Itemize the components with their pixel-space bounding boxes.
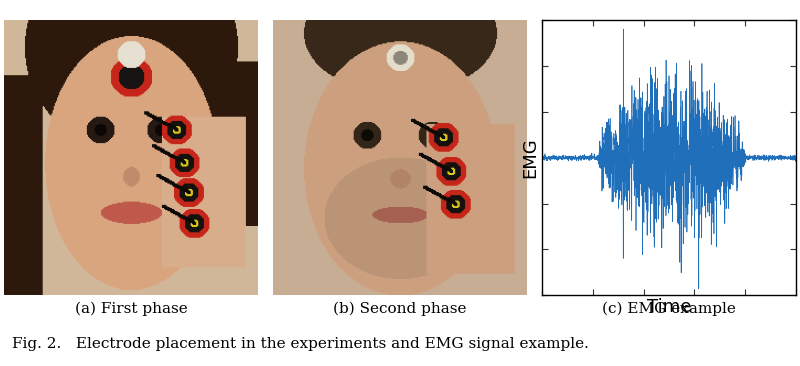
Text: (b) Second phase: (b) Second phase (334, 302, 466, 316)
Y-axis label: EMG: EMG (522, 138, 539, 178)
Text: Fig. 2.   Electrode placement in the experiments and EMG signal example.: Fig. 2. Electrode placement in the exper… (12, 337, 589, 351)
X-axis label: Time: Time (647, 298, 691, 316)
Text: (a) First phase: (a) First phase (74, 302, 187, 316)
Text: (c) EMG example: (c) EMG example (602, 302, 736, 316)
